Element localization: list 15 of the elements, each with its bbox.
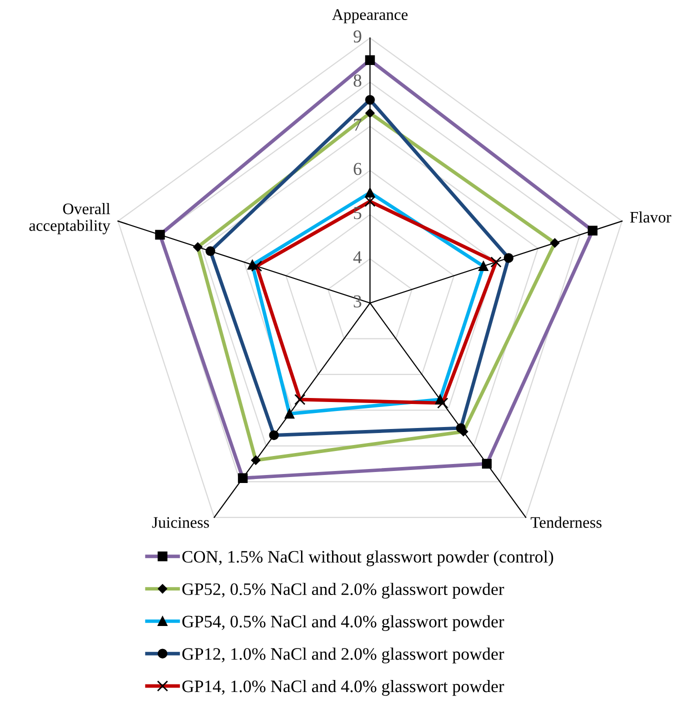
y-tick-label: 8	[354, 74, 362, 87]
spoke-label: Appearance	[332, 9, 408, 24]
spoke-label: Flavor	[630, 211, 672, 223]
spoke-label: Tenderness	[530, 516, 602, 528]
y-tick-label: 9	[354, 30, 362, 43]
y-tick-label: 4	[353, 251, 362, 264]
y-tick-label: 5	[354, 207, 362, 220]
spoke-label: Overall acceptability	[29, 203, 110, 234]
legend-label: GP52, 0.5% NaCl and 2.0% glasswort powder	[182, 582, 504, 599]
legend-label: GP12, 1.0% NaCl and 2.0% glasswort powder	[182, 648, 504, 664]
legend-label: GP54, 0.5% NaCl and 4.0% glasswort powder	[182, 615, 504, 632]
spoke-label: Juiciness	[152, 517, 209, 528]
legend-label: CON, 1.5% NaCl without glasswort powder (control)	[182, 550, 554, 566]
y-tick-label: 6	[354, 162, 362, 176]
legend-label: GP14, 1.0% NaCl and 4.0% glasswort powder	[182, 680, 504, 696]
